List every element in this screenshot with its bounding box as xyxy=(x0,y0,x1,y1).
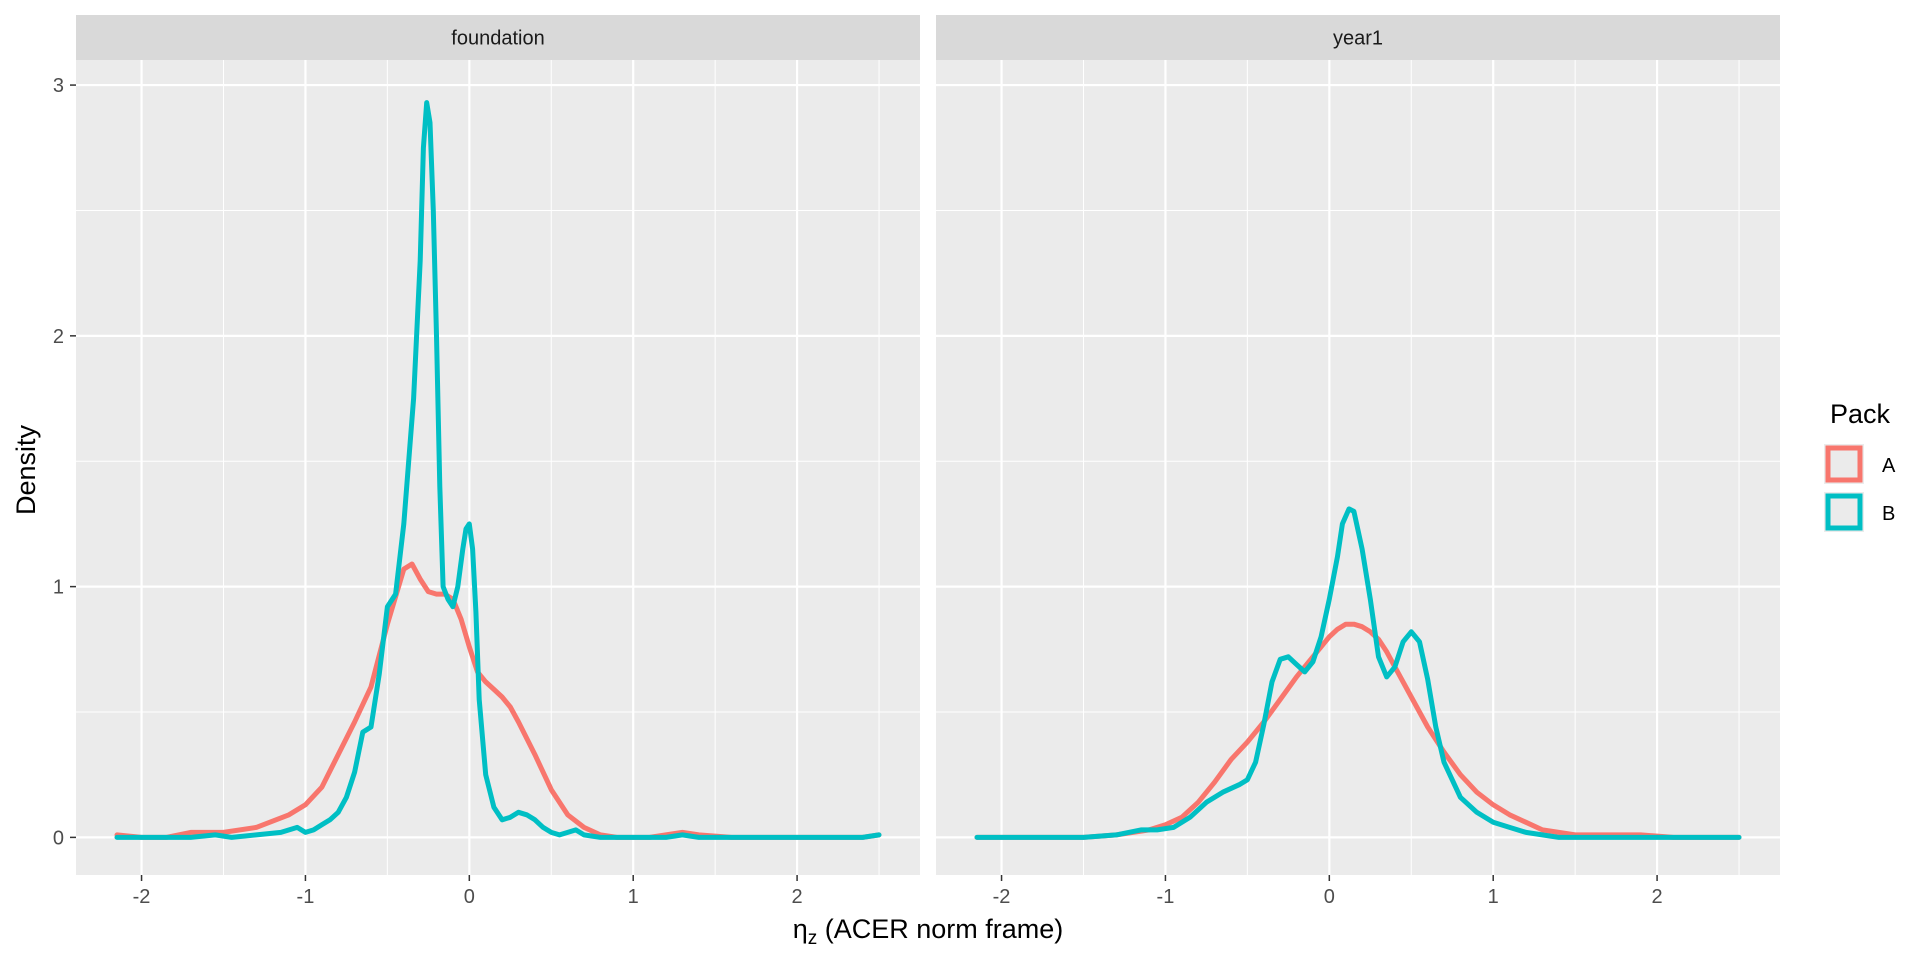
y-axis-title: Density xyxy=(11,424,41,515)
x-axis-title-symbol: η xyxy=(793,914,808,944)
x-axis-title-subscript: z xyxy=(808,928,818,949)
facet-panel-foundation: foundation -2 -1 0 1 2 0 1 2 3 xyxy=(53,15,920,908)
x-tick-label: -1 xyxy=(297,886,315,908)
x-tick-label: 2 xyxy=(792,886,803,908)
density-line-b xyxy=(974,506,1742,840)
facet-panel-year1: year1 -2 -1 0 1 2 xyxy=(936,15,1780,908)
legend-label: A xyxy=(1882,455,1896,477)
y-tick-label: 0 xyxy=(53,827,64,849)
legend-entries: AB xyxy=(1824,444,1896,532)
x-tick-label: 1 xyxy=(628,886,639,908)
x-tick-label: 0 xyxy=(1324,886,1335,908)
x-tick-label: 0 xyxy=(464,886,475,908)
x-axis-title: ηz (ACER norm frame) xyxy=(793,914,1064,949)
legend-title: Pack xyxy=(1830,399,1891,429)
facet-strip-label: foundation xyxy=(451,28,544,50)
x-tick-label: -2 xyxy=(993,886,1011,908)
x-tick-label: 1 xyxy=(1488,886,1499,908)
panel-background xyxy=(936,60,1780,875)
facet-panels: foundation -2 -1 0 1 2 0 1 2 3 year1 -2 -1 0 1 2 xyxy=(53,15,1780,908)
legend-key-b xyxy=(1825,493,1863,531)
x-tick-label: -2 xyxy=(133,886,151,908)
facet-strip xyxy=(936,15,1780,60)
x-axis-title-text: (ACER norm frame) xyxy=(817,914,1063,944)
density-line-b xyxy=(114,100,882,840)
facet-strip-label: year1 xyxy=(1333,28,1383,50)
legend-label: B xyxy=(1882,503,1895,525)
x-tick-label: 2 xyxy=(1652,886,1663,908)
legend-key-a xyxy=(1825,445,1863,483)
y-tick-label: 2 xyxy=(53,326,64,348)
y-tick-label: 1 xyxy=(53,577,64,599)
panel-background xyxy=(76,60,920,875)
y-tick-label: 3 xyxy=(53,75,64,97)
density-line-a xyxy=(974,621,1742,840)
legend: Pack AB xyxy=(1824,399,1896,532)
x-tick-label: -1 xyxy=(1157,886,1175,908)
facet-strip xyxy=(76,15,920,60)
